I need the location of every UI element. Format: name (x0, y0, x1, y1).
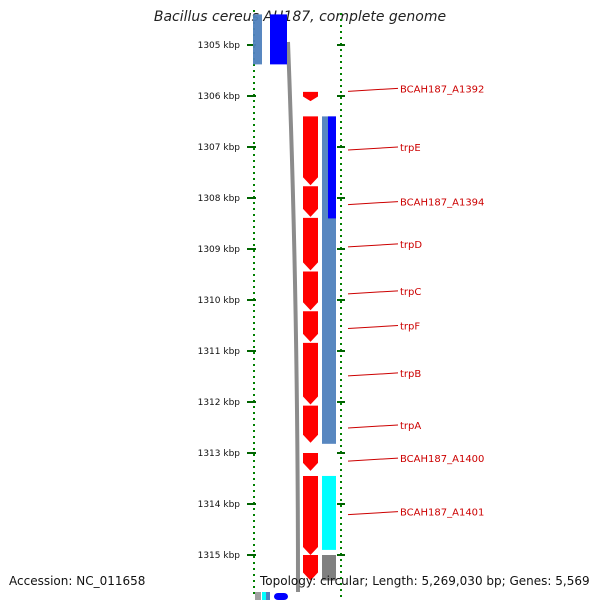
gene-features (253, 14, 336, 581)
gene-label: trpC (400, 287, 421, 298)
gene-label: BCAH187_A1394 (400, 198, 484, 209)
label-leader (347, 325, 399, 329)
label-leader (347, 424, 399, 429)
tick-label: 1308 kbp (198, 194, 241, 204)
label-leader (347, 511, 399, 516)
cds-arrow (303, 475, 318, 555)
label-leader (347, 457, 399, 462)
tick-label: 1313 kbp (198, 449, 241, 459)
tick-label: 1312 kbp (198, 398, 241, 408)
gene-label: trpF (400, 322, 420, 333)
cds-arrow (303, 342, 318, 405)
tick-label: 1314 kbp (198, 500, 241, 510)
tick-label: 1315 kbp (198, 551, 241, 561)
label-leader (347, 243, 399, 248)
label-leader (347, 372, 399, 377)
label-leader (347, 290, 399, 295)
cds-arrow (303, 91, 318, 102)
tick-label: 1305 kbp (198, 41, 241, 51)
cds-arrow (303, 555, 318, 581)
cds-arrow (303, 186, 318, 217)
cds-arrow (303, 453, 318, 471)
genome-title: Bacillus cereus AH187, complete genome (153, 9, 447, 25)
label-leader (347, 201, 399, 206)
tick-label: 1311 kbp (198, 347, 241, 357)
accession-text: Accession: NC_011658 (9, 574, 146, 588)
gene-label: trpD (400, 240, 422, 251)
label-leader (347, 87, 399, 92)
cds-arrow (303, 217, 318, 271)
cds-arrow (303, 311, 318, 342)
gene-label: BCAH187_A1401 (400, 508, 484, 519)
op-feature (322, 555, 336, 581)
tick-label: 1306 kbp (198, 92, 241, 102)
bottom-partial-features (255, 592, 288, 600)
gene-label: trpB (400, 369, 421, 380)
gene-label: BCAH187_A1400 (400, 454, 484, 465)
genome-stats-text: Topology: circular; Length: 5,269,030 bp… (260, 574, 590, 588)
gene-label: BCAH187_A1392 (400, 84, 484, 95)
gene-labels: BCAH187_A1392 trpE BCAH187_A1394 trpD trpC tr… (347, 84, 484, 519)
label-leader (347, 146, 399, 151)
gene-label: trpE (400, 143, 421, 154)
tick-label: 1310 kbp (198, 296, 241, 306)
axis-ticks: 1305 kbp 1306 kbp 1307 kbp 1308 kbp 1309 kbp… (198, 41, 345, 561)
cds-arrow (303, 405, 318, 443)
op2-feature (328, 116, 336, 219)
cds-arrow (303, 116, 318, 186)
tick-label: 1307 kbp (198, 143, 241, 153)
tick-label: 1309 kbp (198, 245, 241, 255)
cds-arrow (303, 271, 318, 311)
gene-label: trpA (400, 421, 421, 432)
genome-backbone (286, 41, 300, 593)
inner-feature (270, 14, 287, 65)
left-feature (253, 14, 262, 65)
op-feature (322, 475, 336, 550)
